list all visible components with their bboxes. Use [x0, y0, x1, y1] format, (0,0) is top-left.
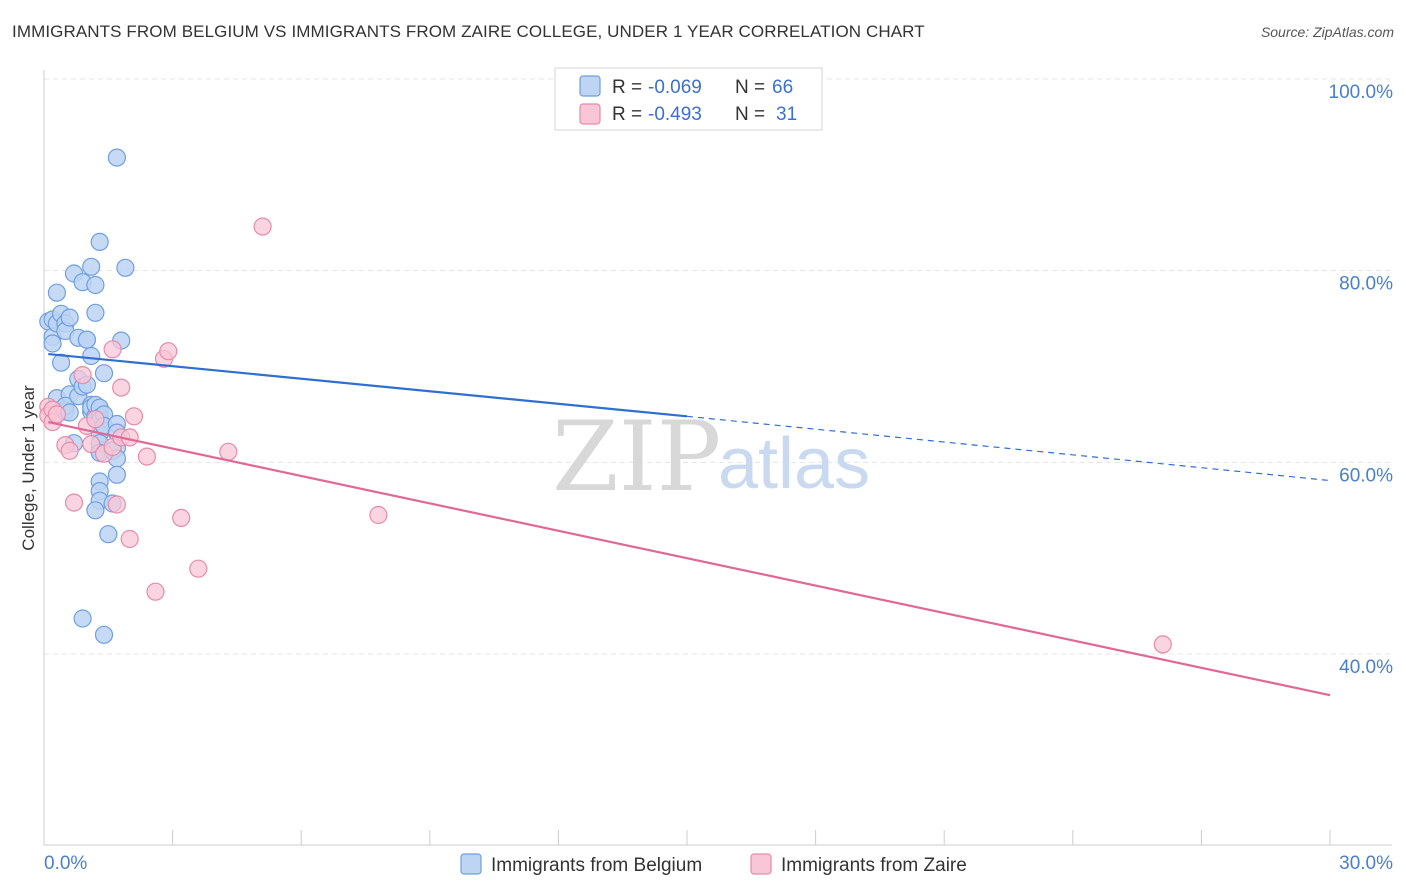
point-zaire-25: [172, 508, 191, 528]
legend-label-zaire: Immigrants from Zaire: [781, 855, 967, 876]
y-axis-label: College, Under 1 year: [19, 385, 38, 551]
point-belgium-3: [43, 334, 62, 353]
y-tick-label-80: 80.0%: [1339, 274, 1393, 295]
point-zaire-20: [124, 407, 144, 426]
stats-n-value-belgium: 66: [772, 77, 793, 98]
stats-r-value-zaire: -0.493: [648, 104, 702, 125]
point-zaire-27: [219, 442, 238, 461]
tick-labels: 100.0% 80.0% 60.0% 40.0% 0.0% 30.0%: [44, 82, 1393, 874]
point-zaire-8: [73, 366, 92, 385]
stats-r-label-belgium: R =: [612, 77, 642, 98]
point-zaire-11: [86, 410, 105, 429]
point-zaire-30: [1153, 635, 1172, 654]
point-belgium-52: [107, 148, 127, 167]
point-belgium-54: [99, 525, 118, 544]
point-zaire-15: [107, 495, 127, 514]
point-zaire-26: [189, 559, 208, 578]
point-zaire-7: [64, 493, 84, 512]
point-belgium-35: [90, 232, 109, 251]
point-belgium-23: [73, 609, 92, 628]
x-tick-label-30: 30.0%: [1339, 853, 1393, 874]
point-belgium-60: [116, 258, 135, 277]
x-axis-ticks: [172, 830, 1331, 845]
stats-r-value-belgium: -0.069: [648, 77, 702, 98]
watermark-zip: ZIP: [552, 401, 721, 513]
trend-lines: [48, 352, 1331, 697]
point-zaire-10: [82, 435, 101, 454]
point-zaire-16: [112, 378, 131, 397]
legend: Immigrants from Belgium Immigrants from …: [460, 853, 967, 876]
stats-n-value-zaire: 31: [776, 104, 797, 125]
watermark-atlas: atlas: [718, 424, 870, 504]
legend-label-belgium: Immigrants from Belgium: [491, 855, 702, 876]
trend-line-belgium-extension: [686, 415, 1331, 482]
stats-r-label-zaire: R =: [612, 104, 642, 125]
trend-line-belgium: [48, 352, 688, 418]
point-belgium-51: [86, 501, 105, 520]
stats-n-label-belgium: N =: [735, 77, 765, 98]
point-zaire-28: [253, 217, 272, 236]
stats-n-label-zaire: N =: [735, 104, 765, 125]
y-tick-label-100: 100.0%: [1329, 82, 1394, 103]
chart-source: Source: ZipAtlas.com: [1260, 24, 1394, 40]
point-zaire-21: [137, 447, 156, 466]
y-tick-label-40: 40.0%: [1339, 657, 1393, 678]
stats-swatch-zaire: [579, 103, 601, 125]
point-zaire-24: [159, 342, 178, 361]
y-tick-label-60: 60.0%: [1339, 465, 1393, 486]
point-zaire-19: [120, 529, 139, 549]
point-zaire-6: [60, 441, 79, 460]
stats-swatch-belgium: [579, 75, 601, 97]
series-zaire-points: [39, 217, 1172, 654]
stats-box: R = -0.069 N = 66 R = -0.493 N = 31: [554, 67, 823, 131]
point-belgium-57: [94, 625, 114, 644]
point-belgium-34: [86, 303, 105, 322]
point-zaire-4: [47, 405, 67, 424]
trend-line-zaire: [48, 421, 1331, 697]
point-zaire-14: [103, 340, 122, 359]
point-belgium-26: [82, 346, 101, 366]
point-belgium-38: [94, 364, 114, 383]
point-zaire-29: [369, 505, 388, 525]
point-zaire-22: [146, 582, 165, 601]
x-tick-label-0: 0.0%: [44, 853, 87, 874]
point-belgium-4: [47, 283, 67, 302]
point-belgium-27: [77, 330, 97, 349]
point-belgium-12: [60, 308, 79, 327]
legend-swatch-zaire: [750, 853, 772, 875]
chart-title: IMMIGRANTS FROM BELGIUM VS IMMIGRANTS FR…: [12, 22, 925, 41]
point-belgium-64: [107, 465, 127, 484]
gridlines: [44, 78, 1392, 655]
point-belgium-29: [82, 257, 101, 276]
point-belgium-33: [86, 275, 105, 295]
legend-swatch-belgium: [460, 853, 482, 875]
watermark: ZIP atlas: [552, 401, 870, 513]
